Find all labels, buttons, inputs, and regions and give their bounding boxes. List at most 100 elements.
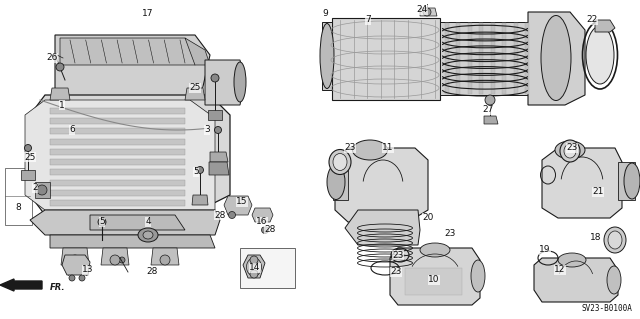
Polygon shape	[333, 165, 348, 200]
Text: 21: 21	[592, 188, 604, 197]
Ellipse shape	[608, 231, 622, 249]
Polygon shape	[390, 248, 480, 305]
Polygon shape	[210, 152, 228, 162]
Text: 8: 8	[15, 204, 21, 212]
Ellipse shape	[471, 260, 485, 292]
Polygon shape	[513, 23, 518, 94]
Text: 28: 28	[214, 211, 226, 219]
Ellipse shape	[327, 165, 345, 199]
Polygon shape	[502, 23, 506, 94]
Polygon shape	[50, 129, 185, 134]
Circle shape	[24, 145, 31, 152]
Ellipse shape	[333, 153, 347, 170]
Ellipse shape	[624, 163, 640, 199]
Ellipse shape	[541, 16, 571, 100]
Text: 11: 11	[382, 144, 394, 152]
Polygon shape	[618, 162, 635, 200]
Polygon shape	[151, 248, 179, 265]
Text: 13: 13	[83, 265, 93, 275]
Text: 5: 5	[99, 218, 105, 226]
Circle shape	[250, 270, 258, 278]
Polygon shape	[50, 200, 185, 206]
Circle shape	[70, 255, 80, 265]
Text: 15: 15	[236, 197, 248, 206]
Polygon shape	[528, 12, 585, 105]
Polygon shape	[192, 195, 208, 205]
Ellipse shape	[607, 266, 621, 294]
Circle shape	[250, 256, 258, 264]
Polygon shape	[208, 110, 222, 120]
Polygon shape	[50, 190, 185, 196]
Polygon shape	[456, 23, 460, 94]
Circle shape	[423, 8, 431, 16]
Text: 7: 7	[365, 16, 371, 25]
Ellipse shape	[604, 227, 626, 253]
Circle shape	[37, 185, 47, 195]
Polygon shape	[209, 162, 229, 175]
Circle shape	[119, 257, 125, 263]
Text: 18: 18	[590, 234, 602, 242]
Ellipse shape	[138, 228, 158, 242]
Polygon shape	[50, 149, 185, 155]
Circle shape	[228, 211, 236, 219]
Circle shape	[98, 218, 106, 226]
Ellipse shape	[564, 144, 576, 158]
Polygon shape	[25, 100, 215, 210]
Ellipse shape	[320, 24, 334, 88]
Text: 23: 23	[392, 250, 404, 259]
Circle shape	[69, 275, 75, 281]
Polygon shape	[50, 88, 70, 100]
Circle shape	[211, 74, 219, 82]
Text: 2: 2	[32, 183, 38, 192]
Polygon shape	[50, 180, 185, 186]
Text: 25: 25	[189, 84, 201, 93]
Text: 23: 23	[566, 144, 578, 152]
Text: 9: 9	[322, 10, 328, 19]
Polygon shape	[468, 23, 472, 94]
Ellipse shape	[353, 140, 387, 160]
Text: 27: 27	[483, 106, 493, 115]
Polygon shape	[484, 116, 498, 124]
Text: 16: 16	[256, 218, 268, 226]
Ellipse shape	[555, 141, 585, 159]
Polygon shape	[60, 38, 200, 65]
Ellipse shape	[420, 243, 450, 257]
Text: 23: 23	[444, 229, 456, 239]
Text: 23: 23	[344, 144, 356, 152]
Text: 1: 1	[59, 100, 65, 109]
Polygon shape	[50, 118, 185, 124]
FancyArrow shape	[0, 279, 42, 291]
Ellipse shape	[234, 62, 246, 102]
Polygon shape	[185, 38, 210, 65]
Ellipse shape	[560, 140, 580, 162]
Text: 19: 19	[540, 246, 551, 255]
Text: 5: 5	[193, 167, 199, 176]
Text: SV23-B0100A: SV23-B0100A	[581, 304, 632, 313]
Text: 28: 28	[147, 268, 157, 277]
Polygon shape	[224, 196, 252, 215]
Polygon shape	[35, 182, 50, 198]
Polygon shape	[205, 60, 245, 105]
Polygon shape	[332, 18, 440, 100]
Ellipse shape	[558, 253, 586, 267]
Polygon shape	[50, 235, 215, 248]
Polygon shape	[30, 210, 220, 235]
Polygon shape	[405, 268, 462, 295]
Polygon shape	[534, 258, 618, 302]
Text: 24: 24	[417, 5, 428, 14]
Polygon shape	[335, 148, 428, 222]
Text: 14: 14	[250, 263, 260, 272]
Text: 17: 17	[142, 10, 154, 19]
Polygon shape	[185, 88, 205, 100]
Polygon shape	[101, 248, 129, 265]
Circle shape	[485, 95, 495, 105]
Polygon shape	[491, 23, 495, 94]
Text: 28: 28	[264, 226, 276, 234]
Polygon shape	[479, 23, 483, 94]
Ellipse shape	[143, 231, 153, 239]
Text: 23: 23	[390, 268, 402, 277]
Polygon shape	[21, 170, 35, 180]
Circle shape	[160, 255, 170, 265]
Text: 26: 26	[46, 54, 58, 63]
Polygon shape	[525, 23, 529, 94]
